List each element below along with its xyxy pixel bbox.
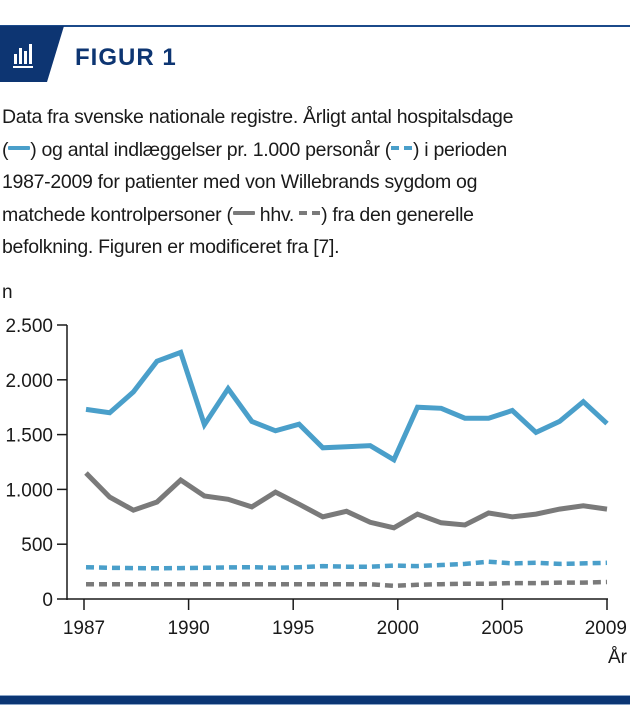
y-tick-label: 2.000	[5, 371, 53, 392]
x-tick-label: 1995	[272, 618, 314, 639]
caption-line-4c: ) fra den generelle	[321, 203, 474, 226]
bar-chart-icon	[13, 44, 33, 68]
x-tick-label: 1987	[63, 618, 105, 639]
line-chart: n År 0 500 1.000 1.500 2.000 2.500 1987 1990 199…	[2, 282, 628, 668]
caption-line-2b: ) i perioden	[412, 138, 507, 161]
figure-title: FIGUR 1	[75, 44, 177, 71]
paren: (	[2, 138, 9, 161]
caption-line-4b: hhv.	[254, 203, 300, 226]
caption-line-5: befolkning. Figuren er modificeret fra […	[2, 236, 340, 258]
axes: 0 500 1.000 1.500 2.000 2.500 1987 1990 1995 2000…	[5, 316, 627, 639]
legend-swatch-patients-solid	[8, 146, 31, 151]
y-tick-label: 2.500	[5, 316, 53, 337]
caption-line-1: Data fra svenske nationale registre. Årl…	[2, 106, 514, 128]
series-line-controls-hospital-days	[84, 471, 608, 531]
figure-caption: Data fra svenske nationale registre. Årl…	[2, 101, 622, 264]
x-tick-label: 2009	[585, 618, 627, 639]
y-tick-label: 0	[42, 590, 53, 611]
x-tick-label: 2000	[377, 618, 419, 639]
legend-swatch-controls-solid	[232, 211, 255, 216]
legend-swatch-controls-dashed	[299, 211, 321, 216]
footer-bar	[0, 695, 630, 705]
y-axis-label: n	[2, 282, 13, 303]
caption-line-4a: matchede kontrolpersoner (	[2, 203, 233, 226]
series-line-patients-admissions	[85, 559, 608, 571]
series-line-patients-hospital-days	[85, 349, 609, 464]
y-tick-label: 500	[21, 535, 53, 556]
series-line-controls-admissions	[86, 579, 608, 589]
x-tick-label: 2005	[481, 618, 523, 639]
series-group	[84, 349, 609, 589]
y-tick-label: 1.500	[5, 426, 53, 447]
figure-badge	[0, 26, 64, 82]
caption-line-3: 1987-2009 for patienter med von Willebra…	[2, 171, 478, 193]
header-rule	[0, 25, 630, 27]
x-axis-label: År	[608, 647, 628, 668]
y-tick-label: 1.000	[5, 480, 53, 501]
caption-line-2a: ) og antal indlæggelser pr. 1.000 person…	[30, 138, 391, 161]
legend-swatch-patients-dashed	[390, 146, 413, 151]
x-tick-label: 1990	[167, 618, 209, 639]
